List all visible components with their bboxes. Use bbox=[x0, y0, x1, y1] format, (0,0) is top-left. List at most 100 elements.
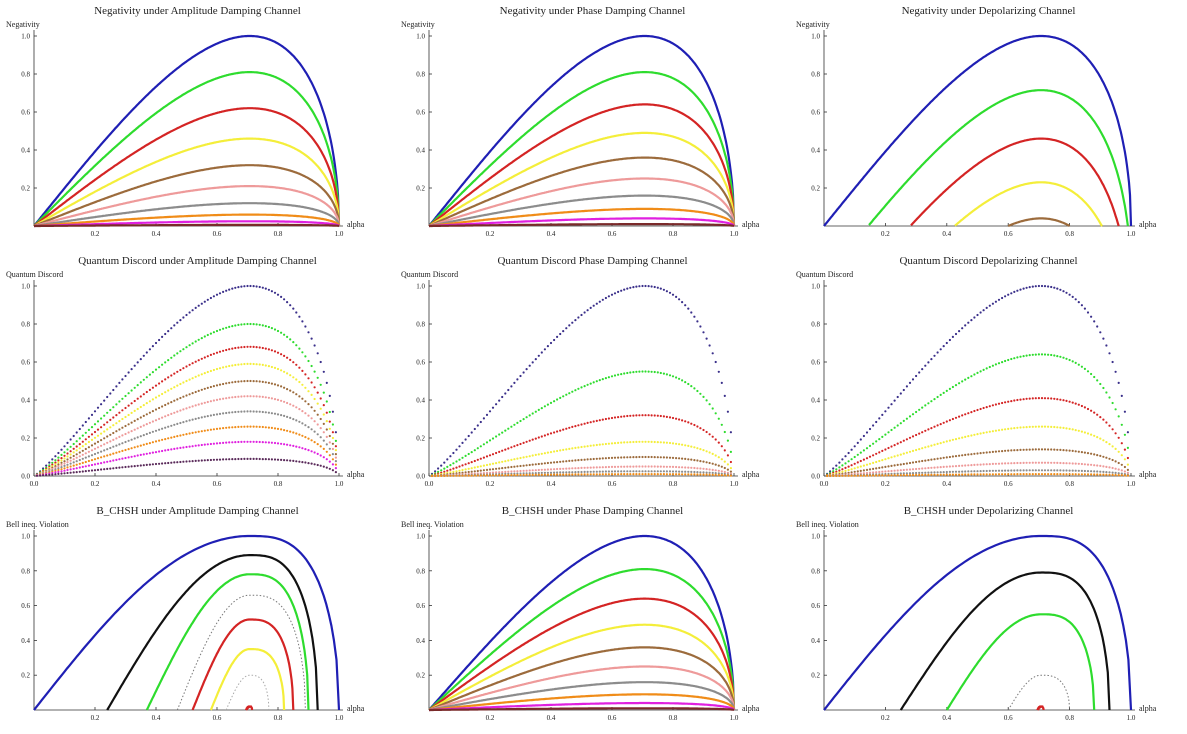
data-point bbox=[1086, 452, 1090, 455]
data-point bbox=[835, 468, 838, 471]
data-point bbox=[1037, 469, 1040, 472]
data-point bbox=[1083, 406, 1086, 409]
data-point bbox=[979, 370, 982, 373]
data-point bbox=[84, 447, 87, 451]
data-point bbox=[607, 465, 610, 469]
data-point bbox=[705, 450, 708, 453]
data-point bbox=[1040, 469, 1044, 472]
data-point bbox=[212, 399, 215, 402]
data-point bbox=[687, 421, 690, 424]
data-point bbox=[228, 381, 231, 384]
data-point bbox=[485, 441, 489, 444]
data-point bbox=[54, 471, 57, 474]
data-point bbox=[276, 384, 280, 387]
data-point bbox=[54, 463, 57, 466]
data-point bbox=[875, 440, 878, 443]
data-point bbox=[81, 424, 84, 427]
data-point bbox=[1019, 469, 1022, 472]
data-point bbox=[592, 466, 595, 469]
data-point bbox=[1025, 397, 1028, 400]
data-point bbox=[249, 440, 252, 443]
x-tick-label: 0.4 bbox=[152, 480, 161, 488]
chart-plot: 0.2 0.4 0.6 0.8 1.00.20.40.60.81.0 bbox=[811, 530, 1136, 722]
data-point bbox=[473, 427, 476, 431]
data-point bbox=[699, 392, 702, 395]
data-point bbox=[1102, 473, 1105, 476]
data-point bbox=[280, 442, 283, 445]
data-point bbox=[301, 410, 304, 413]
data-point bbox=[470, 461, 473, 464]
data-point bbox=[681, 419, 684, 422]
data-point bbox=[1004, 428, 1007, 431]
data-point bbox=[985, 473, 988, 476]
data-point bbox=[985, 469, 988, 473]
data-point bbox=[237, 425, 240, 428]
data-point bbox=[161, 380, 164, 383]
data-point bbox=[899, 453, 902, 456]
data-point bbox=[112, 438, 115, 441]
data-point bbox=[641, 473, 644, 476]
data-point bbox=[1068, 469, 1071, 472]
data-point bbox=[304, 355, 307, 358]
data-point bbox=[982, 309, 985, 312]
data-point bbox=[1083, 473, 1086, 476]
data-point bbox=[601, 473, 604, 476]
data-point bbox=[75, 449, 78, 452]
data-point bbox=[656, 465, 659, 468]
x-axis-label: alpha bbox=[742, 220, 760, 229]
data-point bbox=[182, 421, 185, 424]
data-point bbox=[1093, 464, 1096, 467]
data-point bbox=[1102, 386, 1105, 390]
data-point bbox=[641, 284, 644, 288]
data-point bbox=[1040, 284, 1044, 288]
data-point bbox=[246, 425, 249, 428]
data-point bbox=[528, 472, 531, 475]
data-point bbox=[322, 404, 325, 407]
data-point bbox=[298, 366, 301, 369]
data-point bbox=[708, 344, 711, 347]
data-point bbox=[936, 466, 939, 469]
y-axis-label: Bell ineq. Violation bbox=[6, 520, 69, 529]
data-point bbox=[862, 474, 865, 477]
data-point bbox=[133, 399, 136, 403]
data-point bbox=[918, 432, 921, 435]
y-axis-label: Negativity bbox=[796, 20, 830, 29]
data-point bbox=[1053, 354, 1056, 357]
data-point bbox=[1093, 453, 1096, 456]
data-point bbox=[78, 470, 81, 473]
data-point bbox=[635, 465, 638, 468]
data-point bbox=[970, 375, 973, 378]
data-point bbox=[705, 337, 708, 340]
data-point bbox=[185, 394, 188, 397]
data-point bbox=[958, 330, 961, 333]
data-point bbox=[574, 471, 577, 474]
data-point bbox=[1037, 448, 1040, 451]
data-point bbox=[225, 326, 228, 329]
data-point bbox=[78, 462, 81, 465]
data-point bbox=[1043, 448, 1047, 451]
data-point bbox=[1047, 425, 1050, 428]
data-point bbox=[961, 414, 964, 417]
data-point bbox=[273, 366, 277, 369]
data-point bbox=[255, 425, 258, 428]
data-point bbox=[1059, 473, 1062, 476]
data-point bbox=[264, 441, 267, 444]
data-point bbox=[510, 465, 513, 469]
data-point bbox=[902, 388, 905, 392]
data-point bbox=[1111, 466, 1114, 470]
data-point bbox=[899, 392, 902, 395]
data-point bbox=[222, 412, 225, 415]
data-point bbox=[862, 464, 865, 467]
series-points bbox=[430, 414, 732, 477]
data-point bbox=[598, 300, 601, 303]
data-point bbox=[1074, 473, 1077, 476]
data-point bbox=[292, 444, 295, 447]
data-point bbox=[982, 463, 985, 466]
data-point bbox=[592, 420, 595, 423]
data-point bbox=[723, 449, 726, 452]
data-point bbox=[927, 402, 930, 405]
x-tick-label: 0.8 bbox=[274, 480, 283, 488]
data-point bbox=[905, 385, 908, 388]
data-point bbox=[1083, 451, 1086, 454]
data-point bbox=[237, 323, 240, 326]
